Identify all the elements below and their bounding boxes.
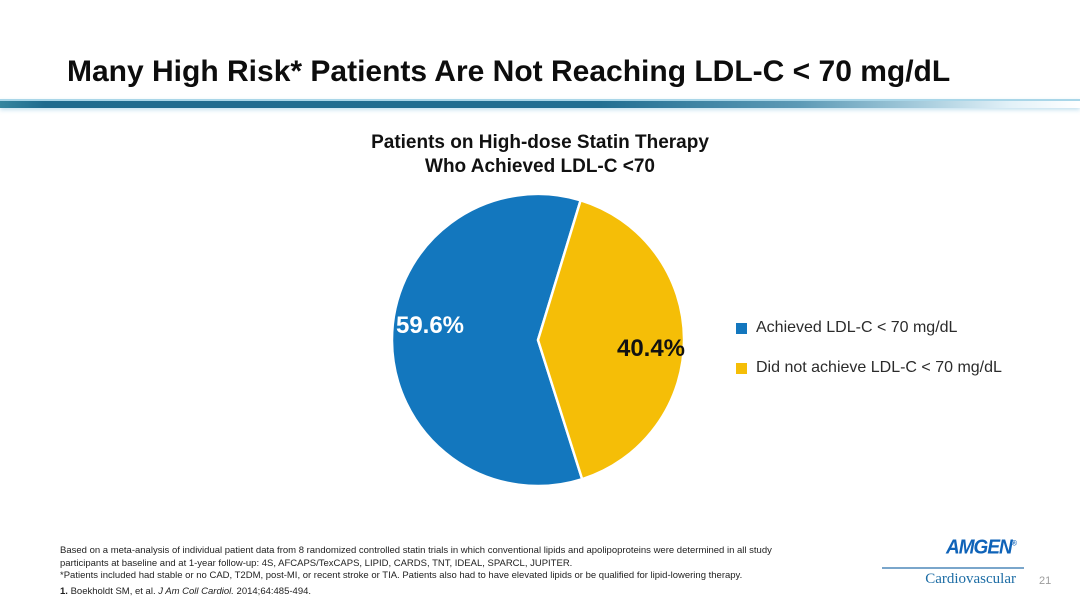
chart-title-line1: Patients on High-dose Statin Therapy bbox=[371, 132, 709, 153]
registered-trademark-icon: ® bbox=[1011, 540, 1017, 548]
legend-item-not-achieved: Did not achieve LDL-C < 70 mg/dL bbox=[736, 359, 1002, 377]
pie-value-label-achieved: 59.6% bbox=[395, 312, 465, 339]
pie-chart bbox=[389, 191, 687, 489]
chart-title-line2: Who Achieved LDL-C <70 bbox=[425, 156, 655, 177]
legend-swatch-not-achieved-icon bbox=[736, 362, 747, 374]
pie-slice-achieved bbox=[390, 192, 584, 488]
pie-value-label-not-achieved: 40.4% bbox=[616, 335, 686, 362]
amgen-logo: AMGEN® bbox=[946, 536, 1017, 559]
division-name: Cardiovascular bbox=[925, 571, 1016, 587]
slide-title: Many High Risk* Patients Are Not Reachin… bbox=[67, 55, 951, 88]
legend-swatch-achieved-icon bbox=[736, 322, 747, 334]
amgen-logo-text: AMGEN bbox=[946, 536, 1013, 559]
legend-label-not-achieved: Did not achieve LDL-C < 70 mg/dL bbox=[756, 359, 1002, 376]
footnotes: Based on a meta-analysis of individual p… bbox=[60, 545, 910, 598]
legend-label-achieved: Achieved LDL-C < 70 mg/dL bbox=[756, 319, 958, 336]
chart-legend: Achieved LDL-C < 70 mg/dL Did not achiev… bbox=[736, 319, 1002, 399]
footnote-reference: 1. Boekholdt SM, et al. J Am Coll Cardio… bbox=[60, 586, 910, 599]
footnote-line1: Based on a meta-analysis of individual p… bbox=[60, 545, 772, 556]
legend-item-achieved: Achieved LDL-C < 70 mg/dL bbox=[736, 319, 1002, 337]
reference-journal: J Am Coll Cardiol. bbox=[158, 585, 234, 597]
footnote-line3: *Patients included had stable or no CAD,… bbox=[60, 570, 743, 581]
page-number: 21 bbox=[1039, 575, 1052, 587]
logo-divider-rule bbox=[882, 567, 1024, 569]
reference-citation: 2014;64:485-494. bbox=[233, 585, 312, 597]
pie-slice-not-achieved bbox=[536, 199, 686, 481]
reference-number: 1. bbox=[60, 585, 68, 597]
chart-title: Patients on High-dose Statin Therapy Who… bbox=[240, 131, 840, 179]
title-divider-bar bbox=[0, 99, 1080, 108]
footnote-line2: participants at baseline and at 1-year f… bbox=[60, 557, 573, 569]
reference-authors: Boekholdt SM, et al. bbox=[67, 585, 159, 597]
